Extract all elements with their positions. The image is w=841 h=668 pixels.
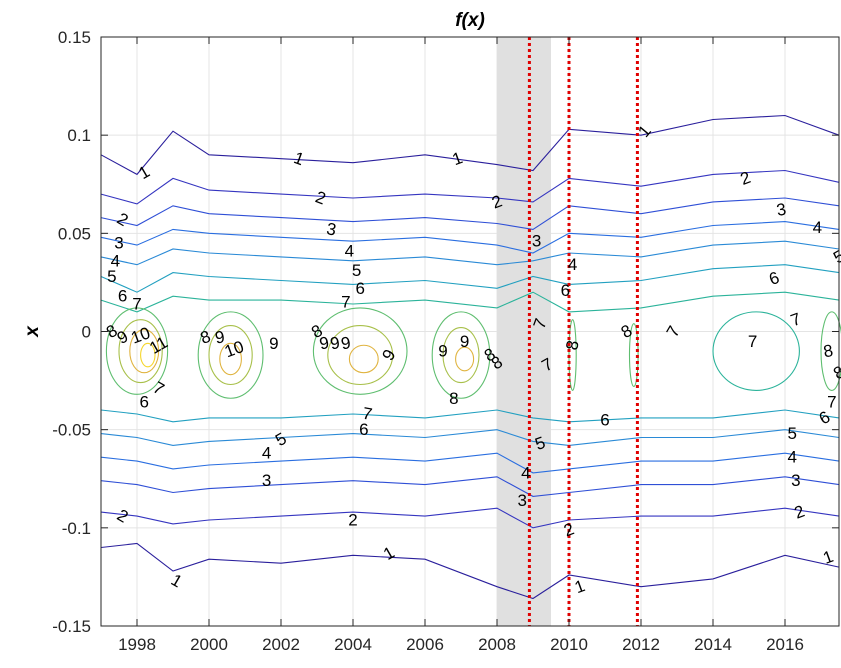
contour-blob (455, 346, 475, 372)
contour-label: 3 (517, 491, 526, 510)
chart-title: f(x) (455, 10, 485, 31)
contour-label: 3 (775, 200, 788, 220)
contour-blob (219, 342, 242, 376)
y-tick-label: 0.05 (58, 224, 91, 243)
contour-label: 6 (118, 287, 127, 306)
x-tick-label: 2004 (334, 635, 372, 654)
x-tick-label: 2012 (622, 635, 660, 654)
contour-line (100, 169, 840, 205)
y-axis-label: x (22, 325, 43, 338)
contour-line (100, 264, 840, 293)
contour-blob (442, 327, 480, 384)
contour-label: 4 (521, 463, 530, 482)
contour-label: 3 (532, 232, 541, 251)
contour-label: 6 (355, 279, 364, 298)
contour-blob (431, 311, 491, 399)
contour-line (100, 291, 840, 313)
x-tick-label: 2010 (550, 635, 588, 654)
x-tick-label: 2000 (190, 635, 228, 654)
contour-label: 9 (269, 334, 278, 353)
contour-blob (712, 311, 800, 391)
contour-label: 7 (132, 295, 141, 314)
contour-label: 4 (345, 242, 354, 261)
shaded-region (497, 37, 551, 626)
x-tick-label: 2014 (694, 635, 732, 654)
x-tick-label: 1998 (118, 635, 156, 654)
contour-line (100, 197, 840, 230)
contour-label: 3 (114, 234, 123, 253)
contour-label: 9 (339, 333, 352, 353)
x-tick-label: 2016 (766, 635, 804, 654)
contour-label: 2 (348, 510, 357, 529)
contour-label: 6 (600, 410, 609, 429)
contour-label: 9 (329, 333, 342, 353)
vertical-reference-lines (527, 37, 639, 626)
contour-label: 4 (111, 251, 120, 270)
contour-label: 4 (262, 444, 271, 463)
contour-blob (140, 342, 156, 368)
contour-line (100, 507, 840, 529)
shaded-band (497, 37, 551, 626)
contour-label: 8 (830, 362, 841, 383)
contour-label: 3 (262, 471, 271, 490)
contour-line (100, 542, 840, 600)
x-axis-ticks: 1998 2000 2002 2004 2006 2008 2010 2012 2014 2016 (118, 37, 804, 654)
contour-label: 8 (562, 339, 582, 352)
contour-label: 9 (318, 333, 331, 353)
contour-label: 8 (822, 341, 835, 361)
contour-blob (312, 307, 408, 395)
y-tick-label: -0.05 (52, 421, 91, 440)
contour-label: 4 (568, 255, 577, 274)
contour-label: 5 (107, 267, 116, 286)
y-tick-label: -0.15 (52, 617, 91, 636)
contour-label: 6 (139, 393, 148, 412)
contour-blob (197, 311, 264, 399)
contour-label: 4 (813, 218, 822, 237)
x-tick-label: 2006 (406, 635, 444, 654)
y-tick-label: 0 (82, 323, 91, 342)
contour-blob (105, 307, 169, 395)
contour-line (100, 240, 840, 266)
contour-label: 9 (460, 332, 469, 351)
contour-blob (118, 319, 163, 384)
contour-line (100, 476, 840, 497)
contour-label: 7 (341, 293, 350, 312)
contour-blob (348, 344, 379, 374)
contour-label: 7 (361, 404, 374, 424)
contour-blob (129, 328, 160, 374)
contour-label: 5 (787, 424, 796, 443)
contour-line (100, 409, 840, 423)
contour-label: 4 (787, 448, 796, 467)
contour-label: 9 (213, 327, 226, 347)
contour-label: 8 (449, 389, 458, 408)
contour-label: 7 (748, 332, 757, 351)
contour-label: 6 (561, 281, 570, 300)
contour-lines (100, 114, 841, 600)
contour-blob (820, 311, 841, 391)
contour-label: 5 (830, 246, 841, 267)
contour-line (100, 114, 840, 176)
contour-label: 9 (438, 342, 447, 361)
contour-blob (208, 325, 253, 386)
contour-label: 3 (325, 219, 338, 239)
contour-line (100, 221, 840, 254)
y-tick-label: -0.1 (62, 519, 91, 538)
y-axis-ticks: -0.15 -0.1 -0.05 0 0.05 0.1 0.15 (52, 28, 839, 636)
x-tick-label: 2008 (478, 635, 516, 654)
contour-line (100, 429, 840, 446)
contour-label: 7 (827, 393, 836, 412)
contour-blob (327, 325, 394, 386)
y-tick-label: 0.1 (67, 126, 91, 145)
contour-line (100, 452, 840, 474)
contour-label: 6 (359, 420, 368, 439)
x-tick-label: 2002 (262, 635, 300, 654)
contour-label: 5 (352, 261, 361, 280)
y-tick-label: 0.15 (58, 28, 91, 47)
contour-label: 3 (791, 471, 800, 490)
